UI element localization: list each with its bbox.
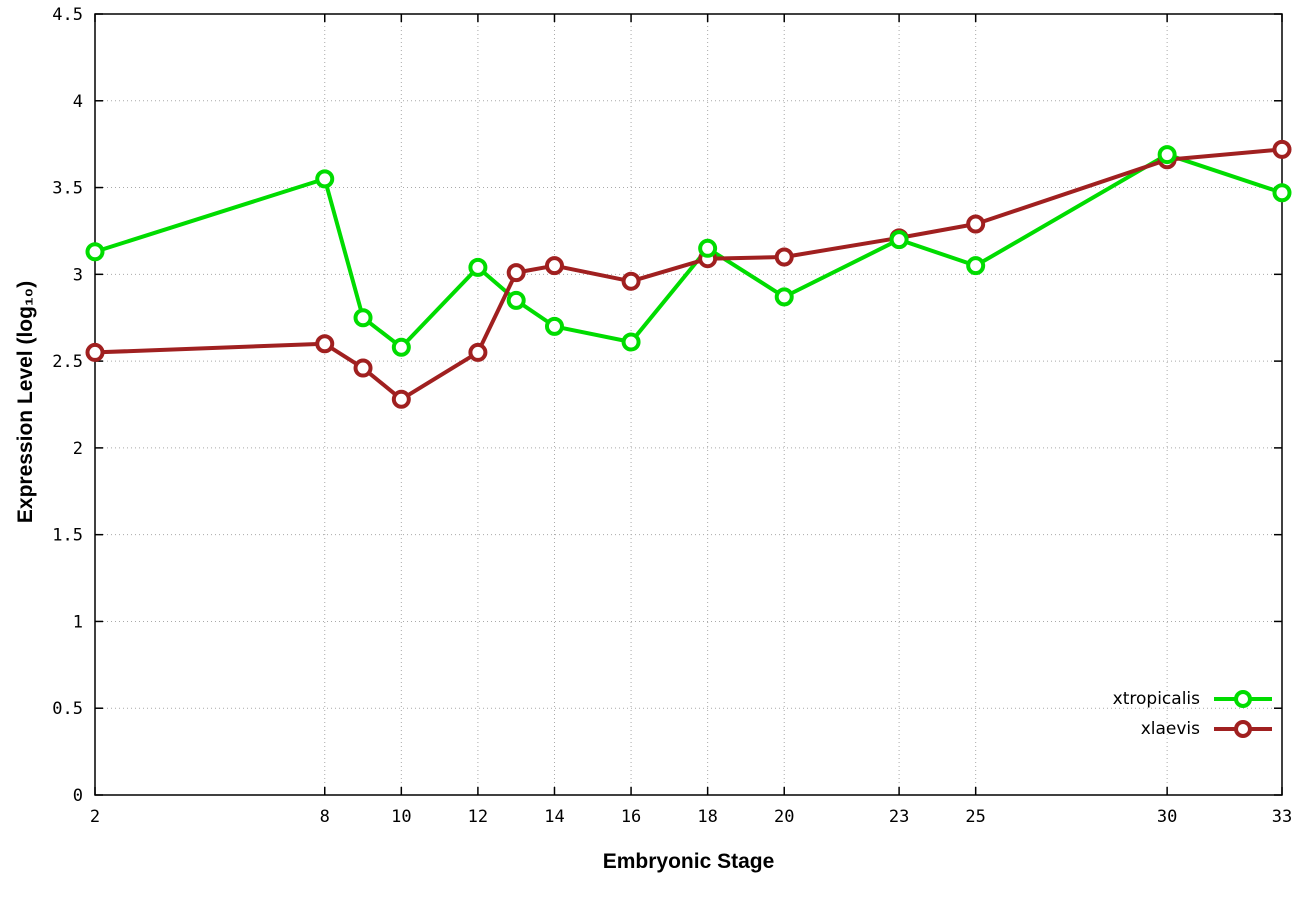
data-point	[315, 334, 335, 354]
x-axis-title: Embryonic Stage	[602, 850, 775, 873]
x-tick-label: 20	[774, 807, 794, 827]
legend-sample-xlaevis	[1214, 720, 1272, 738]
legend-item-xlaevis: xlaevis	[1141, 718, 1274, 740]
data-point	[85, 342, 105, 362]
data-point	[966, 256, 986, 276]
x-tick-label: 10	[391, 807, 411, 827]
data-point	[353, 308, 373, 328]
y-tick-label: 2.5	[52, 352, 83, 372]
data-point	[315, 169, 335, 189]
y-tick-label: 4	[73, 92, 83, 112]
legend-sample-xtropicalis	[1214, 690, 1272, 708]
x-tick-label: 33	[1272, 807, 1292, 827]
y-tick-label: 2	[73, 439, 83, 459]
x-tick-label: 30	[1157, 807, 1177, 827]
data-point	[1272, 183, 1292, 203]
data-point	[391, 389, 411, 409]
y-tick-label: 1	[73, 612, 83, 632]
y-tick-label: 3.5	[52, 179, 83, 199]
series-line-xtropicalis	[93, 152, 1284, 350]
y-axis-title: Expression Level (log₁₀)	[14, 280, 37, 524]
legend-label-xlaevis: xlaevis	[1140, 719, 1200, 739]
x-tick-label: 8	[320, 807, 330, 827]
tick-labels: 2 8 10 12 14 16 18 20 23 25 30 33 0 0.5 1 1.5 2 2.5 3 3.5 4 4…	[52, 5, 1292, 827]
data-point	[506, 290, 526, 310]
x-tick-label: 14	[544, 807, 564, 827]
gridlines	[94, 13, 1283, 796]
x-tick-label: 23	[889, 807, 909, 827]
data-point	[774, 287, 794, 307]
x-tick-label: 16	[621, 807, 641, 827]
legend-marker-icon	[1234, 720, 1252, 738]
series-markers-xtropicalis	[85, 145, 1292, 357]
data-point	[353, 358, 373, 378]
data-point	[85, 242, 105, 262]
data-point	[506, 263, 526, 283]
data-point	[391, 337, 411, 357]
legend-label-xtropicalis: xtropicalis	[1112, 689, 1200, 709]
data-point	[544, 256, 564, 276]
y-tick-label: 1.5	[52, 526, 83, 546]
data-point	[621, 332, 641, 352]
x-tick-label: 25	[965, 807, 985, 827]
data-point	[889, 230, 909, 250]
legend-marker-icon	[1234, 690, 1252, 708]
y-tick-label: 4.5	[52, 5, 83, 25]
x-tick-label: 2	[90, 807, 100, 827]
y-tick-label: 3	[73, 265, 83, 285]
data-point	[468, 257, 488, 277]
data-point	[621, 271, 641, 291]
y-tick-label: 0.5	[52, 699, 83, 719]
x-tick-label: 12	[468, 807, 488, 827]
data-point	[698, 238, 718, 258]
y-tick-label: 0	[73, 786, 83, 806]
data-point	[1272, 139, 1292, 159]
plot-border	[94, 13, 1283, 796]
legend: xtropicalis xlaevis	[1113, 688, 1274, 740]
data-point	[774, 247, 794, 267]
data-point	[468, 342, 488, 362]
data-point	[544, 316, 564, 336]
legend-item-xtropicalis: xtropicalis	[1113, 688, 1274, 710]
tick-marks	[94, 13, 1283, 796]
data-point	[1157, 145, 1177, 165]
x-tick-label: 18	[697, 807, 717, 827]
data-point	[966, 214, 986, 234]
